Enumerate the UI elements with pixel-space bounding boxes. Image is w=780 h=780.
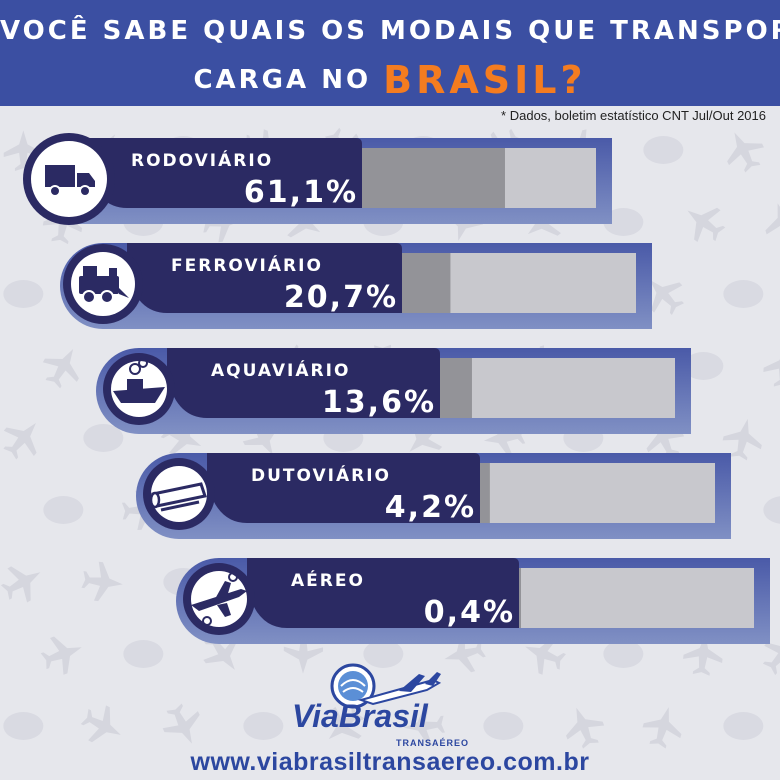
category-label: FERROVIÁRIO	[171, 254, 323, 276]
bg-plane-icon	[0, 566, 41, 603]
label-panel	[87, 138, 362, 208]
bg-badge-icon	[723, 280, 764, 308]
bg-plane-icon	[722, 418, 762, 461]
value-label: 13,6%	[322, 385, 436, 420]
bg-badge-icon	[603, 208, 644, 236]
category-label: AÉREO	[291, 569, 365, 591]
bg-plane-icon	[483, 417, 526, 458]
bg-badge-icon	[243, 712, 284, 740]
bg-plane-icon	[328, 705, 365, 740]
chart-row: AQUAVIÁRIO 13,6%	[96, 348, 691, 434]
label-panel	[247, 558, 519, 628]
bg-plane-icon	[687, 207, 726, 242]
bg-plane-icon	[42, 349, 79, 389]
value-label: 20,7%	[284, 280, 398, 315]
category-label: RODOVIÁRIO	[131, 149, 273, 171]
bg-badge-icon	[3, 712, 44, 740]
bar-value	[519, 568, 521, 628]
ship-icon	[103, 353, 175, 425]
bg-plane-icon	[40, 636, 82, 675]
airplane-icon	[183, 563, 255, 635]
value-label: 61,1%	[244, 175, 358, 210]
bar-value	[440, 358, 472, 418]
bg-badge-icon	[43, 496, 84, 524]
title-prefix: CARGA NO	[193, 65, 372, 95]
bg-badge-icon	[683, 352, 724, 380]
value-label: 4,2%	[385, 490, 476, 525]
bg-badge-icon	[483, 712, 524, 740]
bar-value	[362, 148, 505, 208]
category-label: DUTOVIÁRIO	[251, 464, 391, 486]
website-link[interactable]: www.viabrasiltransaereo.com.br	[190, 748, 590, 776]
bg-plane-icon	[80, 705, 121, 743]
bg-plane-icon	[81, 561, 123, 602]
bg-plane-icon	[162, 703, 200, 744]
chart-row: DUTOVIÁRIO 4,2%	[136, 453, 731, 539]
pipeline-icon	[143, 458, 215, 530]
bg-plane-icon	[683, 634, 723, 676]
bar-track	[440, 358, 675, 418]
bg-badge-icon	[123, 640, 164, 668]
title-line-1: VOCÊ SABE QUAIS OS MODAIS QUE TRANSPORTA…	[0, 16, 780, 46]
bg-badge-icon	[363, 640, 404, 668]
bg-badge-icon	[723, 712, 764, 740]
value-label: 0,4%	[424, 595, 515, 630]
label-panel	[167, 348, 440, 418]
bg-plane-icon	[642, 707, 682, 749]
header-banner: VOCÊ SABE QUAIS OS MODAIS QUE TRANSPORTA…	[0, 0, 780, 106]
source-note: * Dados, boletim estatístico CNT Jul/Out…	[501, 108, 766, 123]
brand-name: ViaBrasil	[292, 698, 428, 734]
bg-plane-icon	[525, 636, 566, 675]
chart-row: RODOVIÁRIO 61,1%	[23, 133, 612, 225]
bg-plane-icon	[727, 132, 764, 173]
title-line-2: CARGA NO BRASIL?	[0, 58, 780, 102]
bg-plane-icon	[444, 633, 486, 673]
category-label: AQUAVIÁRIO	[211, 359, 350, 381]
chart-row: FERROVIÁRIO 20,7%	[60, 243, 652, 329]
truck-icon	[23, 133, 115, 225]
bg-badge-icon	[643, 136, 684, 164]
bg-plane-icon	[283, 632, 324, 674]
title-highlight: BRASIL?	[383, 58, 587, 102]
bar-value	[402, 253, 451, 313]
chart-row: AÉREO 0,4%	[176, 558, 770, 644]
bg-badge-icon	[603, 640, 644, 668]
bg-plane-icon	[3, 130, 43, 171]
bar-value	[480, 463, 490, 523]
bg-badge-icon	[83, 424, 124, 452]
viabrasil-logo-icon	[330, 663, 442, 709]
bg-plane-icon	[3, 422, 37, 460]
bg-plane-icon	[649, 279, 684, 315]
bg-plane-icon	[403, 705, 445, 746]
label-panel	[127, 243, 402, 313]
label-panel	[207, 453, 480, 523]
bar-track	[519, 568, 754, 628]
bar-track	[480, 463, 715, 523]
bg-badge-icon	[763, 496, 780, 524]
bg-badge-icon	[3, 280, 44, 308]
bg-plane-icon	[566, 707, 605, 749]
brand-subtitle: TRANSAÉREO	[396, 738, 470, 748]
bg-plane-icon	[646, 420, 685, 461]
train-icon	[63, 244, 143, 324]
